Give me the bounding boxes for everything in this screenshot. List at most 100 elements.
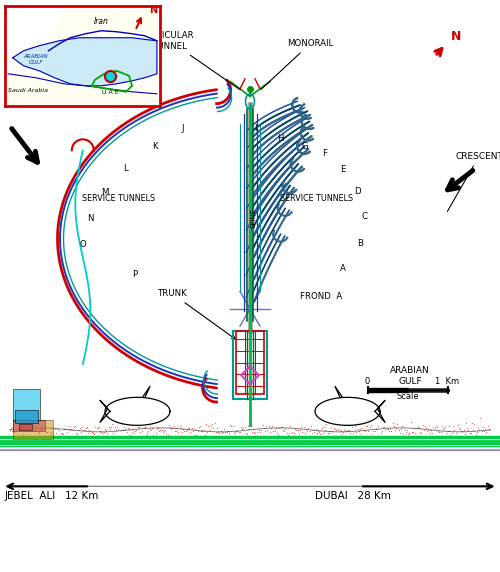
Point (439, 424, 447, 433)
Point (394, 419, 402, 428)
Point (352, 428, 360, 437)
Point (226, 420, 234, 429)
Point (155, 426, 163, 435)
Point (17, 422, 25, 431)
Point (147, 426, 155, 435)
Point (52, 428, 60, 438)
Point (476, 414, 484, 423)
Point (122, 427, 130, 436)
Point (212, 427, 220, 436)
Point (106, 424, 114, 433)
Point (420, 425, 428, 434)
Point (327, 424, 335, 433)
Point (319, 428, 327, 438)
Point (374, 422, 382, 431)
Point (370, 426, 378, 435)
Point (128, 426, 136, 435)
Point (481, 425, 489, 434)
Point (422, 423, 430, 432)
Point (469, 425, 477, 434)
Text: F: F (322, 149, 328, 158)
Point (338, 429, 346, 438)
Point (379, 422, 387, 431)
Point (110, 423, 118, 432)
Point (272, 424, 280, 433)
Point (230, 428, 238, 438)
Point (86, 432, 94, 442)
Point (77, 427, 85, 436)
Point (354, 424, 362, 433)
Point (337, 426, 345, 435)
Point (185, 423, 193, 432)
Point (358, 423, 366, 432)
Point (480, 426, 488, 435)
Point (74, 430, 82, 439)
Point (16, 423, 24, 432)
Point (7, 424, 15, 433)
Point (56, 430, 64, 439)
Point (238, 424, 246, 434)
Point (172, 426, 180, 435)
Point (204, 428, 212, 437)
Point (324, 428, 332, 437)
Point (398, 422, 406, 431)
Point (210, 423, 218, 432)
Point (412, 429, 420, 438)
Text: Iran: Iran (94, 17, 108, 26)
Point (388, 419, 396, 428)
Point (237, 423, 245, 432)
Point (53, 424, 61, 434)
Point (35, 427, 43, 436)
Point (264, 421, 272, 430)
Point (296, 426, 304, 435)
Point (321, 426, 329, 435)
Point (370, 426, 378, 435)
Point (46, 431, 54, 440)
Point (440, 425, 448, 434)
Point (98, 427, 106, 436)
Point (438, 422, 446, 431)
Point (262, 422, 270, 431)
Point (60, 424, 68, 434)
Point (70, 422, 78, 431)
Text: ARABIAN
GULF: ARABIAN GULF (24, 54, 48, 65)
Point (62, 427, 70, 436)
Point (410, 423, 418, 432)
Point (270, 427, 278, 436)
Point (467, 428, 475, 438)
Point (88, 427, 96, 436)
Point (325, 428, 333, 438)
Bar (19, 424, 32, 430)
Point (195, 422, 203, 431)
Point (83, 423, 91, 432)
Point (198, 427, 206, 436)
Point (414, 422, 422, 431)
Point (140, 424, 147, 433)
Point (26, 426, 34, 435)
Point (378, 427, 386, 436)
Point (34, 428, 42, 438)
Point (382, 424, 390, 433)
Point (161, 426, 169, 435)
Text: SERVICE TUNNELS: SERVICE TUNNELS (280, 194, 353, 203)
Point (44, 428, 52, 437)
Text: N: N (149, 5, 158, 15)
Point (442, 428, 450, 438)
Point (19, 429, 27, 438)
Point (71, 422, 79, 431)
Point (68, 426, 76, 435)
Text: O: O (79, 240, 86, 249)
Point (228, 422, 236, 431)
Point (472, 430, 480, 439)
Point (84, 428, 92, 437)
Point (6, 426, 14, 435)
Text: JEBEL  ALI   12 Km: JEBEL ALI 12 Km (5, 491, 100, 501)
Text: J: J (181, 124, 184, 133)
Point (240, 423, 248, 432)
Point (128, 427, 136, 436)
Text: M: M (101, 188, 109, 197)
Point (442, 422, 450, 431)
Point (159, 427, 167, 436)
Point (216, 427, 224, 436)
Point (418, 428, 426, 437)
